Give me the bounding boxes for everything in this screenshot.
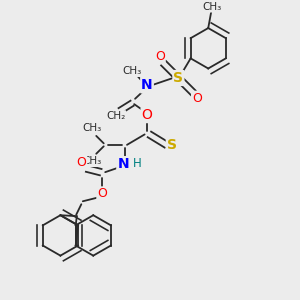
Text: H: H [133,157,142,170]
Text: CH₃: CH₃ [202,2,222,12]
Text: S: S [167,138,177,152]
Text: O: O [192,92,202,105]
Text: N: N [141,78,153,92]
Text: O: O [76,156,86,169]
Text: O: O [155,50,165,63]
Text: S: S [173,71,183,85]
Text: N: N [117,157,129,171]
Text: CH₂: CH₂ [106,111,125,121]
Text: O: O [142,108,152,122]
Text: CH₃: CH₃ [122,66,142,76]
Text: CH₃: CH₃ [82,156,101,166]
Text: O: O [97,187,107,200]
Text: CH₃: CH₃ [82,124,101,134]
